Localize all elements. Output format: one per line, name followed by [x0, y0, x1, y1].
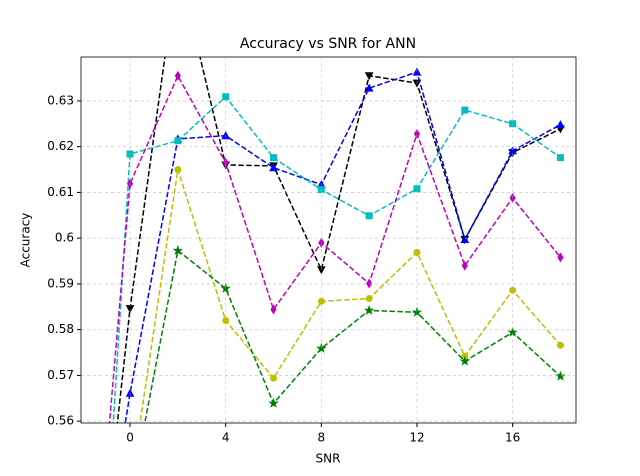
series-line	[144, 249, 561, 423]
chart-title: Accuracy vs SNR for ANN	[240, 36, 416, 52]
x-tick-label: 16	[505, 431, 520, 445]
data-point	[363, 304, 375, 315]
data-point	[269, 163, 278, 172]
data-point	[364, 83, 374, 92]
x-tick-label: 0	[126, 431, 134, 445]
data-point	[461, 260, 468, 271]
data-point	[270, 154, 277, 162]
data-point	[557, 252, 564, 263]
y-tick-label: 0.61	[47, 185, 74, 199]
data-point	[459, 355, 471, 366]
y-tick-label: 0.59	[47, 276, 74, 290]
data-point	[413, 185, 421, 193]
data-point	[556, 154, 564, 162]
data-point	[172, 244, 184, 255]
y-tick-label: 0.58	[47, 322, 74, 336]
data-point	[316, 342, 327, 353]
axes-frame	[80, 56, 577, 424]
data-point	[222, 93, 230, 101]
data-point	[365, 295, 373, 303]
x-tick-label: 12	[409, 431, 424, 445]
data-point	[174, 70, 181, 81]
data-point	[174, 137, 182, 145]
y-axis-label: Accuracy	[19, 213, 33, 268]
data-point	[460, 234, 470, 244]
y-tick-label: 0.6	[55, 231, 74, 245]
data-point	[556, 341, 564, 349]
data-point	[270, 374, 277, 382]
data-point	[364, 72, 374, 81]
x-axis-label: SNR	[316, 452, 341, 466]
data-point	[270, 304, 277, 315]
data-point	[556, 120, 565, 129]
x-tick-label: 4	[222, 431, 230, 445]
x-tick-label: 8	[318, 431, 326, 445]
y-tick-label: 0.62	[47, 139, 74, 153]
data-point	[268, 397, 279, 408]
data-point	[555, 370, 566, 381]
data-point	[318, 237, 325, 248]
y-tick-label: 0.63	[47, 93, 74, 107]
data-point	[366, 278, 373, 289]
data-point	[461, 106, 469, 114]
y-tick-label: 0.57	[47, 368, 74, 382]
data-point	[365, 212, 373, 220]
y-tick-label: 0.56	[47, 414, 74, 428]
data-point	[174, 166, 182, 174]
data-point	[220, 282, 231, 293]
